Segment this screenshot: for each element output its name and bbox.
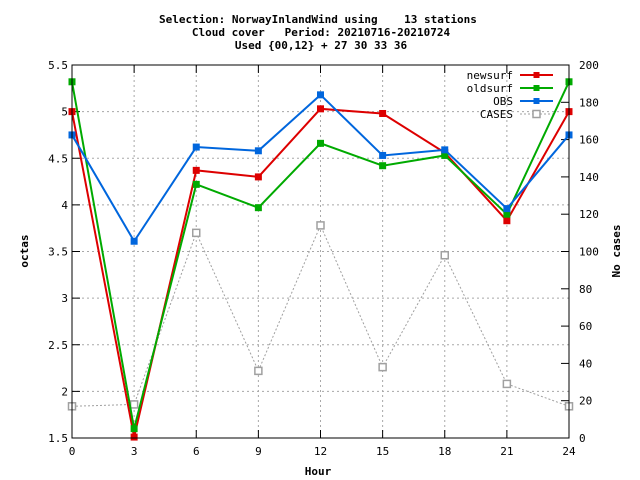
y-tick-label: 5 [61, 106, 68, 119]
y2-axis-label: No cases [610, 225, 623, 278]
y-axis-label: octas [18, 234, 31, 267]
grid [72, 65, 569, 438]
y2-tick-label: 140 [579, 171, 599, 184]
y2-tick-label: 20 [579, 395, 592, 408]
data-point-cases [129, 400, 139, 409]
title-line-1: Selection: NorwayInlandWind using 13 sta… [159, 13, 477, 26]
y2-tick-label: 0 [579, 432, 586, 445]
y-axis: 1.5 2 2.5 3 3.5 4 4.5 5 5.5 [48, 59, 80, 445]
x-axis: 0 3 6 9 12 15 18 21 24 [69, 65, 576, 458]
data-point-obs [254, 147, 262, 155]
y-tick-label: 2.5 [48, 339, 68, 352]
y2-axis: 0 20 40 60 80 100 120 140 160 180 200 [561, 59, 599, 445]
data-point-oldsurf [192, 180, 200, 188]
title-line-3: Used {00,12} + 27 30 33 36 [235, 39, 408, 52]
legend-label-newsurf: newsurf [467, 69, 513, 82]
legend-marker-newsurf [533, 72, 540, 78]
x-tick-label: 18 [438, 445, 451, 458]
y-tick-label: 3 [61, 292, 68, 305]
data-point-cases [440, 250, 449, 260]
y2-tick-label: 200 [579, 59, 599, 72]
data-point-oldsurf [317, 139, 324, 147]
x-tick-label: 9 [255, 445, 262, 458]
legend-marker-cases [532, 109, 541, 119]
data-point-cases [254, 366, 263, 376]
y-tick-label: 5.5 [48, 59, 68, 72]
data-point-cases [502, 379, 512, 389]
data-point-obs [503, 205, 511, 213]
data-point-obs [192, 143, 200, 151]
series-line-newsurf [71, 107, 570, 438]
legend-label-obs: OBS [493, 95, 513, 108]
legend-marker-obs [533, 98, 540, 104]
x-tick-label: 12 [314, 445, 327, 458]
data-point-oldsurf [254, 204, 262, 212]
data-point-newsurf [254, 173, 262, 181]
y2-tick-label: 120 [579, 208, 599, 221]
x-tick-label: 6 [193, 445, 200, 458]
y2-tick-label: 100 [579, 246, 599, 259]
data-point-newsurf [192, 166, 200, 174]
data-point-obs [379, 151, 387, 159]
x-tick-label: 21 [500, 445, 513, 458]
x-tick-label: 0 [69, 445, 76, 458]
data-point-oldsurf [379, 162, 387, 170]
x-tick-label: 15 [376, 445, 389, 458]
data-point-cases [378, 362, 387, 372]
data-point-cases [192, 228, 201, 238]
legend-marker-oldsurf [533, 85, 540, 91]
y2-tick-label: 180 [579, 96, 599, 109]
series-line-cases [71, 224, 570, 407]
y2-tick-label: 160 [579, 134, 599, 147]
y-tick-label: 4 [61, 199, 68, 212]
y-tick-label: 1.5 [48, 432, 68, 445]
y-tick-label: 4.5 [48, 152, 68, 165]
y-tick-label: 3.5 [48, 246, 68, 259]
data-point-newsurf [379, 109, 387, 117]
data-point-obs [317, 91, 324, 99]
data-point-newsurf [130, 433, 138, 441]
legend-label-cases: CASES [480, 108, 513, 121]
y2-tick-label: 80 [579, 283, 592, 296]
legend-label-oldsurf: oldsurf [467, 82, 513, 95]
y2-tick-label: 40 [579, 357, 592, 370]
plot-frame [71, 64, 570, 439]
data-point-oldsurf [130, 425, 138, 433]
y2-tick-label: 60 [579, 320, 592, 333]
x-axis-label: Hour [305, 465, 332, 478]
x-tick-label: 24 [562, 445, 576, 458]
data-point-cases [316, 221, 325, 230]
data-point-obs [130, 237, 138, 245]
title-line-2: Cloud cover Period: 20210716-20210724 [192, 26, 451, 39]
data-point-obs [441, 146, 449, 154]
x-tick-label: 3 [131, 445, 138, 458]
data-point-newsurf [503, 217, 511, 225]
data-point-newsurf [317, 105, 324, 113]
y-tick-label: 2 [61, 385, 68, 398]
chart-title: Selection: NorwayInlandWind using 13 sta… [159, 13, 477, 52]
